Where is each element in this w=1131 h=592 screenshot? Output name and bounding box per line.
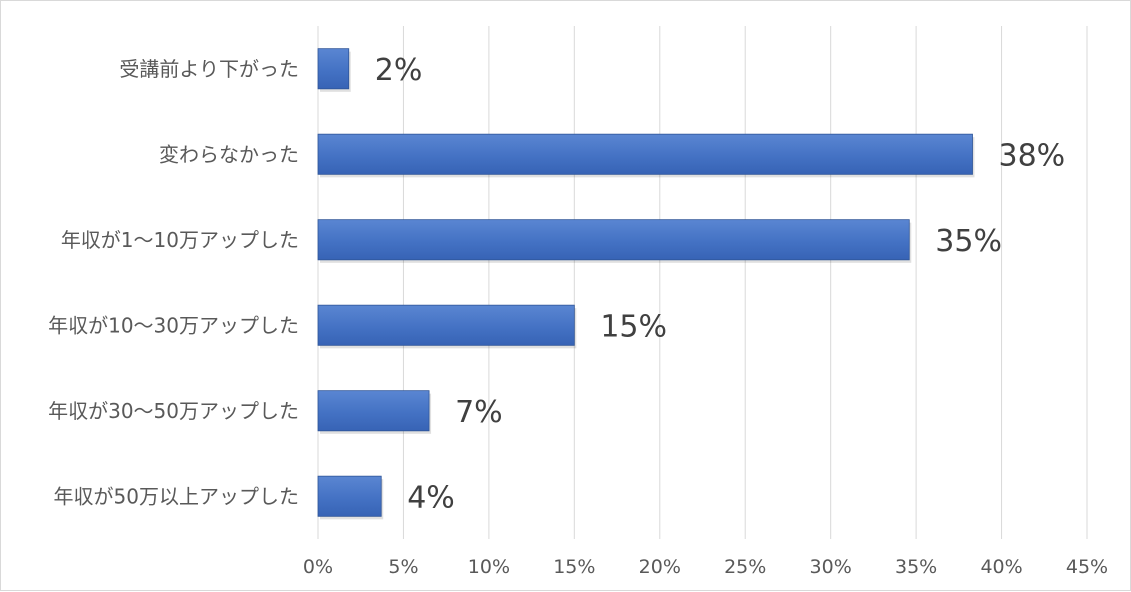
category-label: 年収が30～50万アップした xyxy=(48,399,299,423)
data-label: 15% xyxy=(600,309,667,344)
x-tick-label: 5% xyxy=(388,556,418,578)
bars xyxy=(317,48,975,520)
x-tick-label: 40% xyxy=(980,556,1022,578)
x-tick-label: 45% xyxy=(1066,556,1108,578)
x-tick-label: 0% xyxy=(303,556,333,578)
data-label: 35% xyxy=(935,224,1002,259)
bar xyxy=(317,475,382,517)
data-labels: 2% 38% 35% 15% 7% 4% xyxy=(375,53,1065,516)
x-tick-label: 10% xyxy=(468,556,510,578)
x-tick-label: 20% xyxy=(639,556,681,578)
category-label: 受講前より下がった xyxy=(119,57,299,81)
bar xyxy=(317,390,430,432)
gridlines xyxy=(317,26,1088,539)
category-label: 年収が10～30万アップした xyxy=(48,313,299,337)
bar xyxy=(317,304,575,346)
bar xyxy=(317,133,973,175)
bar xyxy=(317,219,910,261)
data-label: 2% xyxy=(375,53,423,88)
category-label: 年収が1～10万アップした xyxy=(61,228,299,252)
x-tick-label: 15% xyxy=(553,556,595,578)
data-label: 4% xyxy=(407,480,455,515)
category-label: 年収が50万以上アップした xyxy=(54,484,299,508)
data-label: 7% xyxy=(455,395,503,430)
category-labels: 受講前より下がった変わらなかった年収が1～10万アップした年収が10～30万アッ… xyxy=(48,57,299,509)
x-tick-label: 35% xyxy=(895,556,937,578)
data-label: 38% xyxy=(999,138,1066,173)
category-label: 変わらなかった xyxy=(159,142,299,166)
x-tick-label: 25% xyxy=(724,556,766,578)
x-tick-labels: 0% 5% 10% 15% 20% 25% 30% 35% 40% 45% xyxy=(303,556,1108,578)
x-tick-label: 30% xyxy=(810,556,852,578)
bar xyxy=(317,48,350,90)
